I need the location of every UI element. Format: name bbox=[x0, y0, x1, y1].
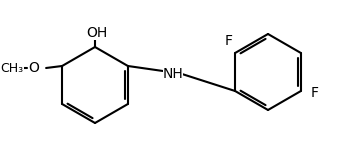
Text: O: O bbox=[29, 61, 39, 75]
Text: OH: OH bbox=[86, 26, 108, 40]
Text: F: F bbox=[225, 34, 233, 48]
Text: F: F bbox=[311, 86, 319, 100]
Text: NH: NH bbox=[163, 67, 183, 81]
Text: CH₃: CH₃ bbox=[0, 61, 24, 74]
